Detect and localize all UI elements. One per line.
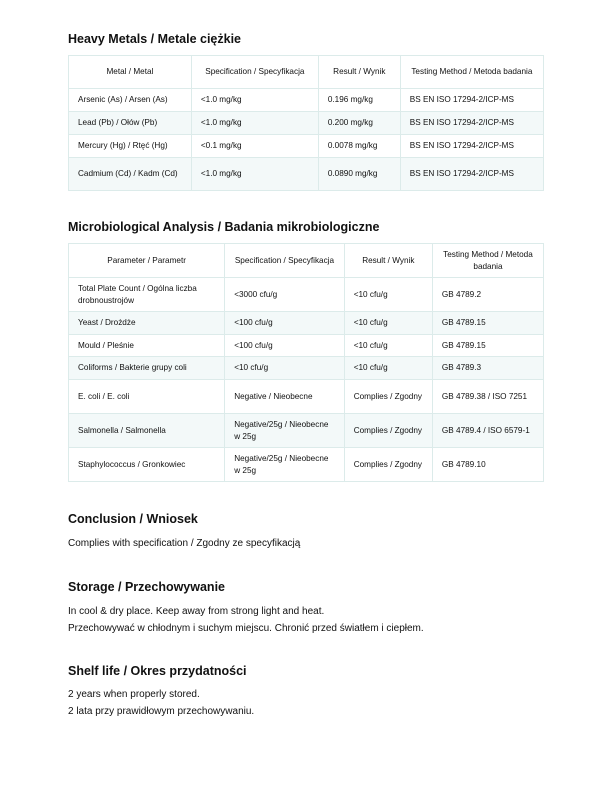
table-row: Salmonella / Salmonella Negative/25g / Ni… bbox=[67, 413, 545, 448]
column-header: Parameter / Parametr bbox=[67, 243, 226, 278]
column-header: Testing Method / Metoda badania bbox=[399, 55, 545, 89]
column-header: Specification / Specyfikacja bbox=[190, 55, 319, 89]
table-cell: Negative/25g / Nieobecne w 25g bbox=[224, 413, 345, 448]
table-cell: Total Plate Count / Ogólna liczba drobno… bbox=[67, 277, 226, 312]
table-cell: Yeast / Drożdże bbox=[67, 311, 226, 335]
table-cell: Complies / Zgodny bbox=[343, 447, 433, 482]
table-cell: Negative/25g / Nieobecne w 25g bbox=[224, 447, 345, 482]
table-cell: Complies / Zgodny bbox=[343, 413, 433, 448]
micro-heading: Microbiological Analysis / Badania mikro… bbox=[68, 220, 380, 234]
table-cell: <3000 cfu/g bbox=[224, 277, 345, 312]
table-cell: <1.0 mg/kg bbox=[190, 157, 319, 191]
table-cell: Staphylococcus / Gronkowiec bbox=[67, 447, 226, 482]
table-row: Mould / Pleśnie <100 cfu/g <10 cfu/g GB 478… bbox=[67, 334, 545, 357]
table-cell: 0.0890 mg/kg bbox=[317, 157, 401, 191]
table-cell: Negative / Nieobecne bbox=[224, 379, 345, 414]
table-cell: Mould / Pleśnie bbox=[67, 334, 226, 357]
table-cell: <10 cfu/g bbox=[343, 311, 433, 335]
table-cell: Complies / Zgodny bbox=[343, 379, 433, 414]
table-cell: <1.0 mg/kg bbox=[190, 111, 319, 135]
table-cell: 0.196 mg/kg bbox=[317, 88, 401, 112]
micro-table: Parameter / Parametr Specification / Spec… bbox=[67, 243, 545, 482]
table-row: Lead (Pb) / Ołów (Pb) <1.0 mg/kg 0.200 mg/… bbox=[68, 111, 545, 135]
column-header: Result / Wynik bbox=[343, 243, 433, 278]
table-cell: Arsenic (As) / Arsen (As) bbox=[68, 88, 192, 112]
table-row: Yeast / Drożdże <100 cfu/g <10 cfu/g GB 478… bbox=[67, 311, 545, 335]
table-cell: <0.1 mg/kg bbox=[190, 134, 319, 158]
table-cell: Coliforms / Bakterie grupy coli bbox=[67, 356, 226, 380]
conclusion-heading: Conclusion / Wniosek bbox=[68, 512, 198, 526]
table-row: Arsenic (As) / Arsen (As) <1.0 mg/kg 0.196… bbox=[68, 88, 545, 112]
shelf-life-text-en: 2 years when properly stored. bbox=[68, 689, 200, 700]
table-cell: Salmonella / Salmonella bbox=[67, 413, 226, 448]
column-header: Specification / Specyfikacja bbox=[224, 243, 345, 278]
table-cell: <10 cfu/g bbox=[343, 277, 433, 312]
table-cell: <10 cfu/g bbox=[343, 334, 433, 357]
table-cell: GB 4789.4 / ISO 6579-1 bbox=[431, 413, 545, 448]
storage-text-en: In cool & dry place. Keep away from stro… bbox=[68, 606, 325, 617]
column-header: Metal / Metal bbox=[68, 55, 192, 89]
table-cell: GB 4789.2 bbox=[431, 277, 545, 312]
table-cell: BS EN ISO 17294-2/ICP-MS bbox=[399, 157, 545, 191]
table-cell: <10 cfu/g bbox=[343, 356, 433, 380]
shelf-life-heading: Shelf life / Okres przydatności bbox=[68, 664, 247, 678]
table-cell: E. coli / E. coli bbox=[67, 379, 226, 414]
table-cell: <100 cfu/g bbox=[224, 311, 345, 335]
storage-text-pl: Przechowywać w chłodnym i suchym miejscu… bbox=[68, 623, 424, 634]
table-row: Coliforms / Bakterie grupy coli <10 cfu/g… bbox=[67, 356, 545, 380]
column-header: Testing Method / Metoda badania bbox=[431, 243, 545, 278]
column-header: Result / Wynik bbox=[317, 55, 401, 89]
storage-heading: Storage / Przechowywanie bbox=[68, 580, 225, 594]
table-cell: <100 cfu/g bbox=[224, 334, 345, 357]
table-cell: BS EN ISO 17294-2/ICP-MS bbox=[399, 88, 545, 112]
table-cell: <1.0 mg/kg bbox=[190, 88, 319, 112]
table-cell: GB 4789.3 bbox=[431, 356, 545, 380]
table-cell: GB 4789.15 bbox=[431, 334, 545, 357]
table-cell: GB 4789.15 bbox=[431, 311, 545, 335]
table-cell: GB 4789.38 / ISO 7251 bbox=[431, 379, 545, 414]
shelf-life-text-pl: 2 lata przy prawidłowym przechowywaniu. bbox=[68, 706, 255, 717]
header-row: Metal / Metal Specification / Specyfikacj… bbox=[68, 55, 545, 89]
table-cell: BS EN ISO 17294-2/ICP-MS bbox=[399, 134, 545, 158]
header-row: Parameter / Parametr Specification / Spec… bbox=[67, 243, 545, 278]
table-cell: BS EN ISO 17294-2/ICP-MS bbox=[399, 111, 545, 135]
table-row: Total Plate Count / Ogólna liczba drobno… bbox=[67, 277, 545, 312]
table-row: Mercury (Hg) / Rtęć (Hg) <0.1 mg/kg 0.0078… bbox=[68, 134, 545, 158]
table-row: Staphylococcus / Gronkowiec Negative/25g … bbox=[67, 447, 545, 482]
table-row: Cadmium (Cd) / Kadm (Cd) <1.0 mg/kg 0.0890… bbox=[68, 157, 545, 191]
table-cell: <10 cfu/g bbox=[224, 356, 345, 380]
table-cell: GB 4789.10 bbox=[431, 447, 545, 482]
heavy-metals-heading: Heavy Metals / Metale ciężkie bbox=[68, 32, 242, 46]
table-row: E. coli / E. coli Negative / Nieobecne Com… bbox=[67, 379, 545, 414]
table-cell: Mercury (Hg) / Rtęć (Hg) bbox=[68, 134, 192, 158]
heavy-metals-table: Metal / Metal Specification / Specyfikacj… bbox=[68, 55, 545, 191]
table-cell: Lead (Pb) / Ołów (Pb) bbox=[68, 111, 192, 135]
conclusion-text: Complies with specification / Zgodny ze … bbox=[68, 538, 301, 549]
table-cell: Cadmium (Cd) / Kadm (Cd) bbox=[68, 157, 192, 191]
table-cell: 0.0078 mg/kg bbox=[317, 134, 401, 158]
table-cell: 0.200 mg/kg bbox=[317, 111, 401, 135]
